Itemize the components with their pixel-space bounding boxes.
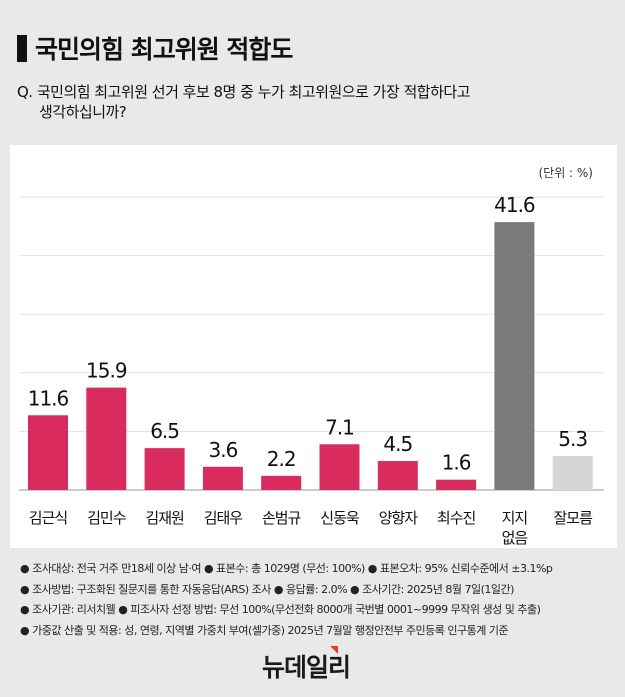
data-label: 2.2	[267, 447, 296, 471]
note-line: ● 조사기관: 리서치웰 ● 피조사자 선정 방법: 무선 100%(무선전화 …	[20, 603, 541, 616]
data-label: 7.1	[325, 415, 354, 439]
category-label: 신동욱	[320, 509, 359, 527]
unit-label: (단위 : %)	[538, 166, 593, 180]
logo-text: 뉴데일리	[262, 653, 351, 682]
survey-notes: ● 조사대상: 전국 거주 만18세 이상 남·여 ● 표본수: 총 1029명…	[20, 559, 553, 641]
bar	[377, 461, 418, 490]
data-label: 4.5	[383, 432, 412, 456]
data-label: 11.6	[28, 386, 69, 410]
bar	[202, 466, 243, 490]
title-text: 국민의힘 최고위원 적합도	[35, 35, 293, 64]
chart-title: 국민의힘 최고위원 적합도	[17, 30, 293, 66]
logo-accent	[330, 646, 338, 654]
bar	[86, 387, 127, 490]
data-label: 6.5	[150, 419, 179, 443]
category-label: 최수진	[437, 509, 476, 527]
data-label: 5.3	[558, 427, 587, 451]
category-label: 없음	[502, 529, 528, 547]
question-line-1: Q. 국민의힘 최고위원 선거 후보 8명 중 누가 최고위원으로 가장 적합하…	[17, 83, 471, 101]
bar	[319, 444, 360, 490]
bar	[144, 448, 185, 490]
data-label: 41.6	[494, 193, 535, 217]
data-label: 3.6	[208, 438, 237, 462]
category-label: 지지	[502, 509, 528, 527]
category-label: 김재원	[145, 509, 184, 527]
category-label: 손범규	[262, 509, 301, 527]
question-line-2: 생각하십니까?	[39, 103, 127, 121]
newdaily-logo: 뉴데일리	[262, 646, 351, 684]
title-bar-mark	[17, 34, 27, 62]
bar	[494, 222, 535, 490]
bar	[28, 415, 68, 490]
category-label: 잘모름	[553, 509, 593, 527]
note-line: ● 조사대상: 전국 거주 만18세 이상 남·여 ● 표본수: 총 1029명…	[20, 562, 553, 575]
note-line: ● 조사방법: 구조화된 질문지를 통한 자동응답(ARS) 조사 ● 응답률:…	[20, 582, 514, 596]
data-label: 15.9	[86, 359, 127, 383]
category-label: 김근식	[29, 509, 67, 527]
category-label: 김태우	[204, 509, 244, 527]
bar	[261, 475, 302, 490]
data-label: 1.6	[442, 451, 471, 475]
bar	[552, 455, 593, 490]
bar	[436, 479, 477, 490]
survey-question: Q. 국민의힘 최고위원 선거 후보 8명 중 누가 최고위원으로 가장 적합하…	[17, 82, 607, 122]
category-label: 김민수	[87, 509, 126, 527]
note-line: ● 가중값 산출 및 적용: 성, 연령, 지역별 가중치 부여(셀가중) 20…	[20, 623, 509, 637]
category-label: 양향자	[379, 509, 419, 527]
